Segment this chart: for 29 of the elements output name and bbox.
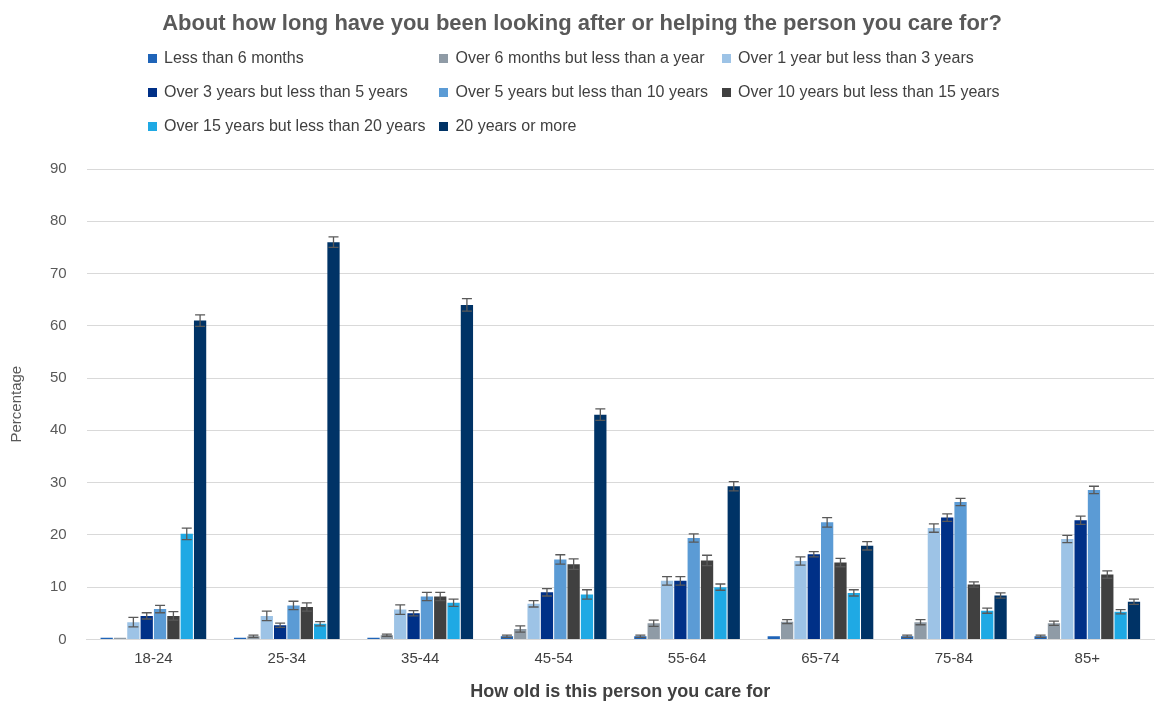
- legend-label: Over 5 years but less than 10 years: [455, 83, 709, 101]
- legend-label: Less than 6 months: [164, 49, 304, 67]
- x-tick-label: 18-24: [134, 648, 173, 666]
- x-tick-label: 55-64: [667, 648, 707, 666]
- x-tick-label: 35-44: [401, 648, 440, 666]
- y-tick-label: 70: [50, 263, 67, 281]
- y-axis-title: Percentage: [7, 365, 25, 443]
- legend-label: Over 3 years but less than 5 years: [164, 83, 408, 101]
- y-tick-label: 30: [50, 472, 67, 490]
- legend-label: Over 15 years but less than 20 years: [164, 117, 426, 135]
- legend-label: Over 1 year but less than 3 years: [738, 49, 974, 67]
- legend-label: Over 10 years but less than 15 years: [738, 83, 1000, 101]
- x-tick-label: 45-54: [534, 648, 573, 666]
- y-tick-label: 80: [50, 211, 67, 229]
- y-tick-label: 0: [58, 629, 67, 647]
- y-tick-label: 10: [50, 577, 67, 595]
- x-tick-label: 85+: [1074, 648, 1101, 666]
- y-tick-label: 90: [50, 159, 67, 177]
- y-tick-label: 40: [50, 420, 67, 438]
- x-axis-title: How old is this person you care for: [470, 681, 771, 702]
- y-tick-label: 50: [50, 368, 67, 386]
- legend-label: Over 6 months but less than a year: [455, 49, 705, 67]
- x-tick-label: 65-74: [801, 648, 840, 666]
- x-tick-label: 75-84: [934, 648, 974, 666]
- chart-title: About how long have you been looking after or helping the person you care for?: [161, 9, 1003, 37]
- x-tick-label: 25-34: [267, 648, 306, 666]
- y-tick-label: 60: [50, 315, 67, 333]
- y-tick-label: 20: [50, 525, 67, 543]
- legend-label: 20 years or more: [455, 117, 577, 135]
